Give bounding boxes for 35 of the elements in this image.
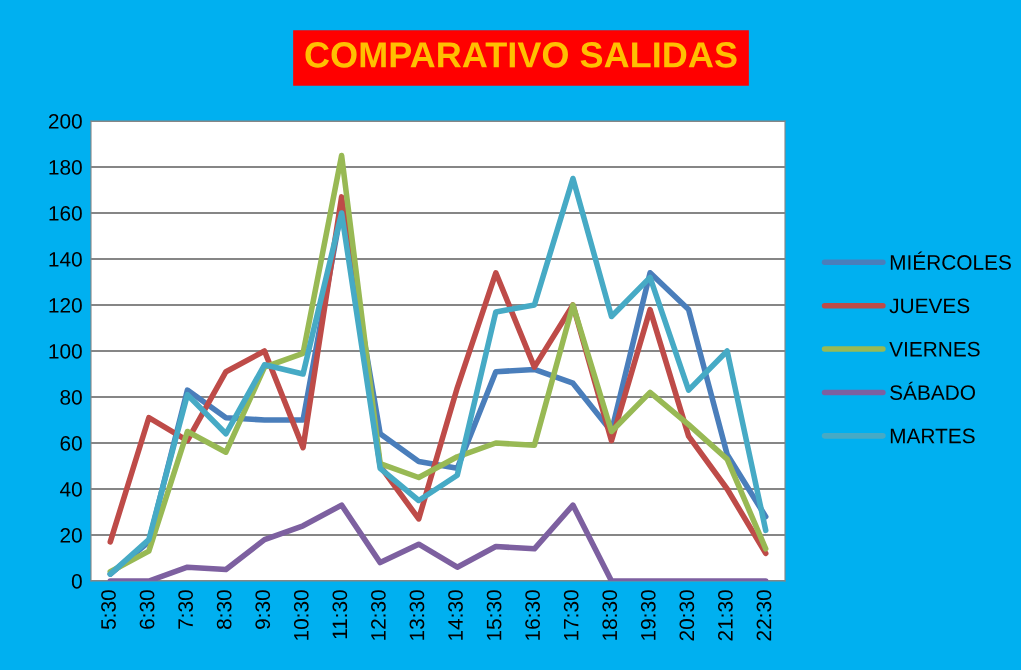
x-tick-label: 20:30 — [679, 590, 695, 641]
legend-label: JUEVES — [889, 298, 970, 314]
y-tick-label: 140 — [49, 252, 82, 267]
y-tick-label: 60 — [60, 436, 82, 451]
legend-label: SÁBADO — [890, 381, 975, 400]
y-tick-label: 200 — [48, 114, 82, 129]
x-tick-label: 15:30 — [486, 590, 502, 640]
y-tick-label: 160 — [49, 206, 82, 221]
x-tick-label: 6:30 — [139, 590, 155, 629]
x-tick-label: 14:30 — [448, 590, 463, 640]
x-tick-label: 9:30 — [255, 590, 271, 629]
x-tick-label: 22:30 — [756, 590, 772, 641]
legend-label: MARTES — [890, 428, 975, 444]
x-tick-label: 16:30 — [525, 590, 540, 640]
legend-label: VIERNES — [889, 341, 980, 357]
x-tick-label: 10:30 — [293, 590, 309, 640]
x-tick-label: 21:30 — [718, 590, 733, 641]
x-tick-label: 12:30 — [371, 590, 386, 640]
legend-label: MIÉRCOLES — [890, 251, 1011, 270]
y-tick-label: 80 — [60, 390, 82, 405]
x-tick-label: 19:30 — [640, 590, 656, 640]
x-tick-label: 5:30 — [101, 590, 116, 630]
x-tick-label: 7:30 — [178, 590, 193, 629]
x-tick-label: 18:30 — [602, 590, 618, 640]
x-tick-label: 17:30 — [563, 590, 579, 640]
y-tick-label: 40 — [59, 482, 82, 497]
y-tick-label: 20 — [60, 528, 82, 543]
y-tick-label: 0 — [71, 574, 82, 589]
y-tick-label: 100 — [49, 344, 82, 359]
chart-title: COMPARATIVO SALIDAS — [305, 42, 737, 68]
y-tick-label: 180 — [49, 160, 82, 175]
x-tick-label: 13:30 — [409, 590, 425, 640]
x-tick-label: 8:30 — [216, 590, 232, 629]
x-tick-label: 11:30 — [332, 590, 348, 639]
y-tick-label: 120 — [49, 298, 82, 313]
